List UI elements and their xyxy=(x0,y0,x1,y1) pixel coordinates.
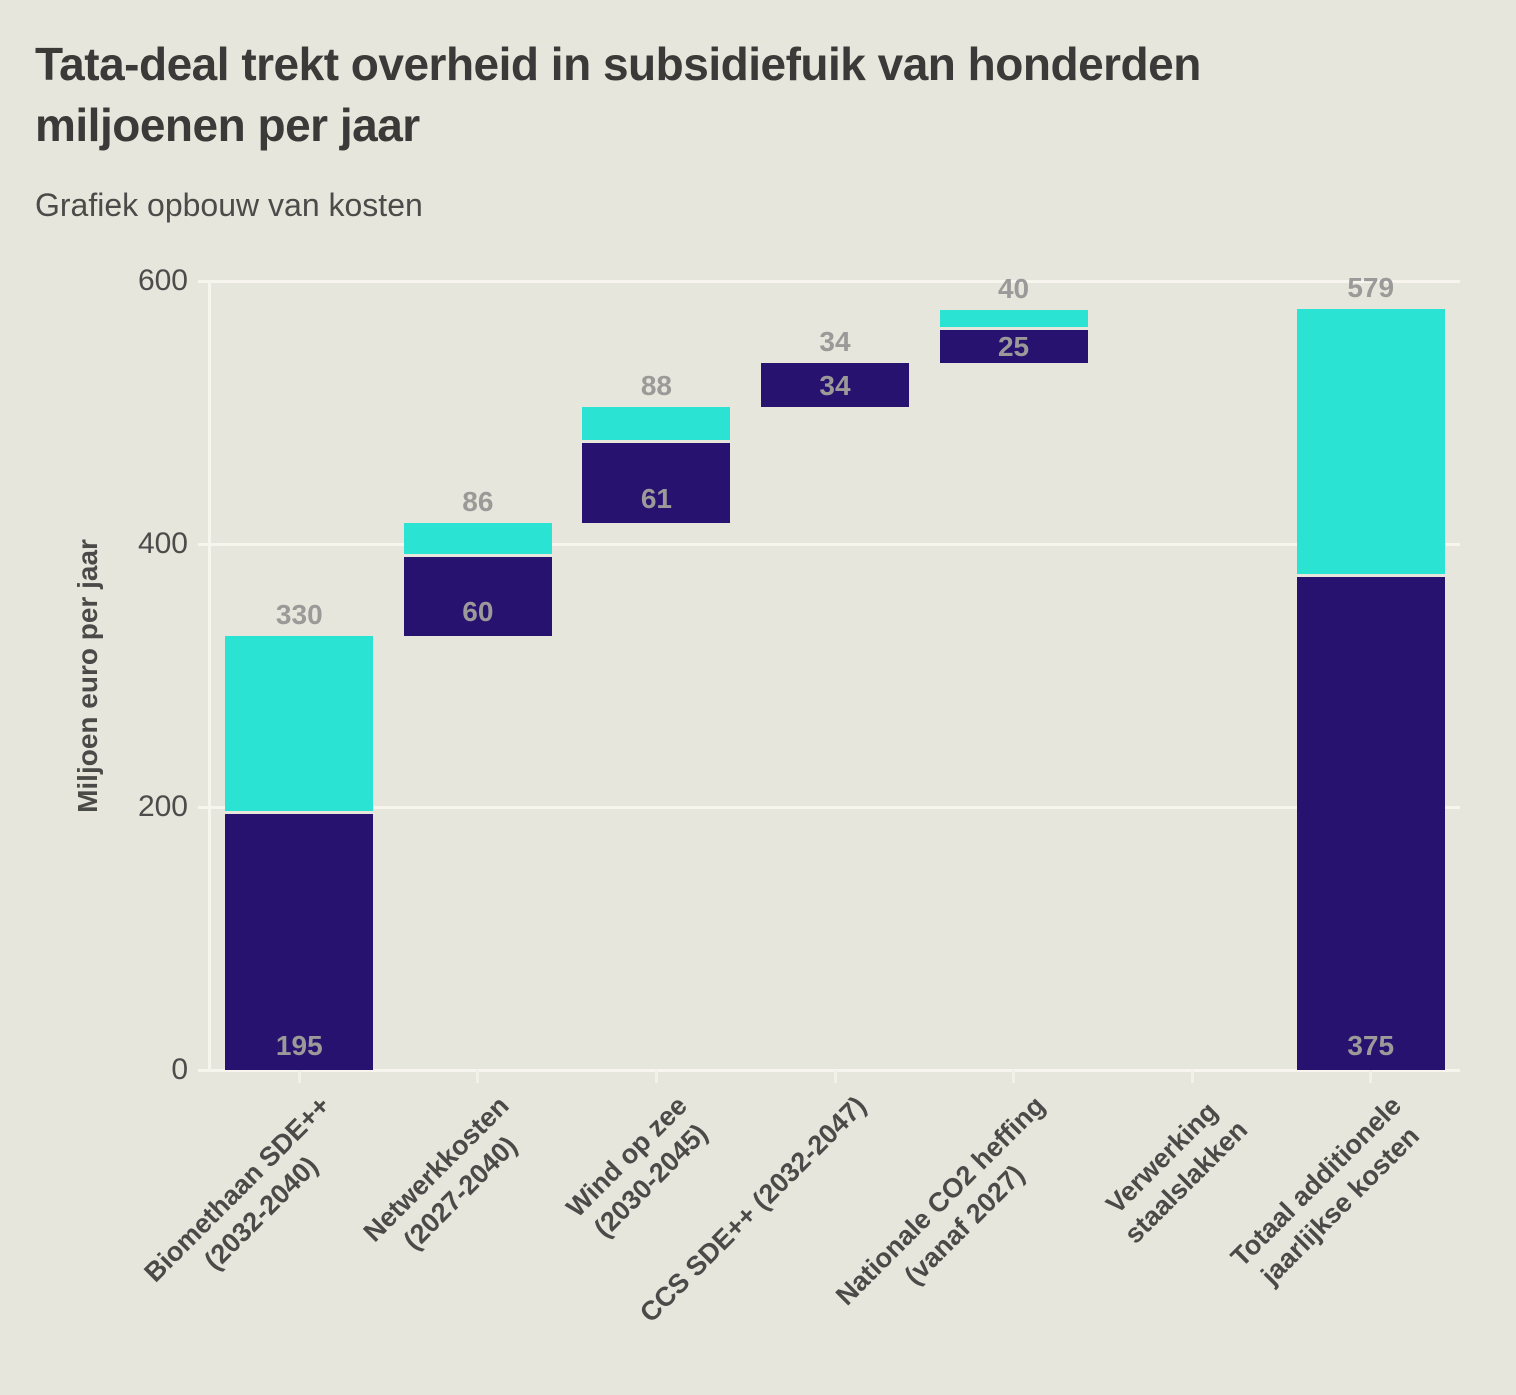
x-tick-mark xyxy=(654,1070,658,1083)
bar-segment-teal xyxy=(403,522,552,555)
total-value-label: 34 xyxy=(819,325,851,357)
x-tick-label: Nationale CO2 heffing (vanaf 2027) xyxy=(829,1090,1051,1312)
x-tick-mark xyxy=(1012,1070,1016,1083)
segment-value-label: 375 xyxy=(1347,1030,1395,1061)
bar-segment-teal xyxy=(582,407,731,440)
segment-value-label: 60 xyxy=(462,596,494,628)
bar-segment-dark xyxy=(225,813,374,1070)
y-tick-label-400: 400 xyxy=(137,527,188,560)
y-gridline-200 xyxy=(198,805,1460,809)
bar-segment-dark xyxy=(582,442,731,523)
bar-segment-dark xyxy=(939,329,1088,363)
y-gridline-400 xyxy=(198,542,1460,546)
y-gridline-0 xyxy=(198,1068,1460,1072)
bar-segment-dark xyxy=(1296,576,1445,1070)
y-tick-label-0: 0 xyxy=(171,1053,188,1086)
x-tick-label: Netwerkkosten (2027-2040) xyxy=(357,1090,523,1256)
chart-title: Tata-deal trekt overheid in subsidiefuik… xyxy=(35,38,1201,151)
x-tick-label: Wind op zee (2030-2045) xyxy=(560,1090,714,1244)
x-tick-mark xyxy=(476,1070,480,1083)
total-value-label: 88 xyxy=(640,370,672,402)
segment-value-label: 61 xyxy=(640,482,672,514)
total-value-label: 579 xyxy=(1347,271,1395,303)
total-value-label: 330 xyxy=(275,599,323,631)
segment-value-label: 25 xyxy=(997,331,1030,363)
x-tick-mark xyxy=(1190,1070,1194,1083)
total-value-label: 86 xyxy=(462,485,494,517)
x-tick-mark xyxy=(297,1070,301,1083)
segment-value-label: 195 xyxy=(275,1030,323,1061)
bar-segment-teal xyxy=(1296,308,1445,574)
x-tick-mark xyxy=(1369,1070,1373,1083)
bar-segment-dark xyxy=(761,362,909,408)
x-tick-label: Verwerking staalslakken xyxy=(1099,1096,1253,1250)
segment-value-label: 34 xyxy=(819,369,851,401)
y-axis-line xyxy=(208,281,211,1070)
x-tick-label: Biomethaan SDE++ (2032-2040) xyxy=(138,1090,336,1288)
x-tick-label: Totaal additionele jaarlijkse kosten xyxy=(1225,1090,1426,1291)
total-value-label: 40 xyxy=(997,272,1030,304)
y-tick-label-600: 600 xyxy=(137,264,188,297)
y-axis-title: Miljoen euro per jaar xyxy=(72,539,103,813)
x-tick-mark xyxy=(833,1070,837,1083)
y-gridline-600 xyxy=(198,279,1460,283)
bar-segment-dark xyxy=(403,557,552,637)
y-tick-label-200: 200 xyxy=(137,790,188,823)
bar-segment-teal xyxy=(939,309,1088,327)
bar-segment-teal xyxy=(225,636,374,811)
chart-subtitle: Grafiek opbouw van kosten xyxy=(35,187,423,223)
